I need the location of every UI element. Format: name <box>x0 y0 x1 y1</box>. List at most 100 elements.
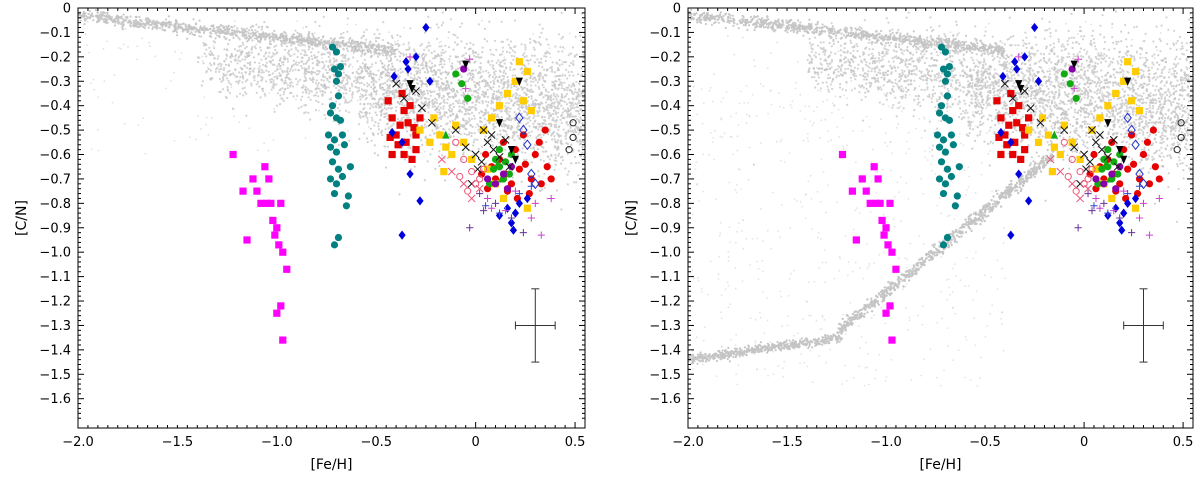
model-point <box>354 50 356 52</box>
model-point <box>559 100 561 102</box>
model-point <box>442 52 444 54</box>
data-point <box>331 190 338 197</box>
model-point <box>482 47 484 49</box>
model-point <box>326 52 328 54</box>
model-point <box>439 113 441 115</box>
model-point <box>493 83 495 85</box>
model-point <box>441 72 443 74</box>
model-point <box>373 103 375 105</box>
model-point <box>315 100 317 102</box>
data-point <box>457 173 463 179</box>
model-point <box>469 88 471 90</box>
model-point <box>323 80 325 82</box>
model-point <box>440 78 442 80</box>
model-point <box>535 104 537 106</box>
model-point <box>382 21 384 23</box>
model-point <box>487 96 489 98</box>
model-point <box>558 108 560 110</box>
model-point <box>391 107 393 109</box>
model-point <box>497 116 499 118</box>
model-point <box>97 12 99 14</box>
model-point <box>481 100 483 102</box>
model-point <box>303 80 305 82</box>
model-point <box>566 103 568 105</box>
model-point <box>582 89 584 91</box>
model-point <box>381 52 383 54</box>
model-point <box>368 72 370 74</box>
model-point <box>323 64 325 66</box>
model-point <box>88 13 90 15</box>
model-point <box>350 42 352 44</box>
model-point <box>191 29 193 31</box>
model-point <box>568 65 570 67</box>
model-point <box>575 162 577 164</box>
model-point <box>389 55 391 57</box>
model-point <box>257 40 259 42</box>
model-point <box>291 55 293 57</box>
model-point <box>512 176 514 178</box>
model-point <box>371 98 373 100</box>
model-point <box>372 106 374 108</box>
model-point <box>544 116 546 118</box>
model-point <box>371 119 373 121</box>
model-point <box>512 50 514 52</box>
model-point <box>436 85 438 87</box>
model-point <box>296 95 298 97</box>
model-point <box>213 47 215 49</box>
model-point <box>555 121 557 123</box>
model-point <box>530 95 532 97</box>
model-point <box>347 17 349 19</box>
x-tick-label: −0.5 <box>360 435 392 450</box>
model-point <box>477 56 479 58</box>
model-point <box>133 22 135 24</box>
model-point <box>558 134 560 136</box>
model-point <box>462 92 464 94</box>
model-point <box>541 66 543 68</box>
model-point <box>403 116 405 118</box>
model-point <box>517 108 519 110</box>
model-point <box>276 105 278 107</box>
model-point <box>541 92 543 94</box>
model-point <box>557 95 559 97</box>
model-point <box>210 33 212 35</box>
model-point <box>535 99 537 101</box>
model-point <box>414 61 416 63</box>
model-point <box>574 103 576 105</box>
model-point <box>499 97 501 99</box>
model-point <box>311 73 313 75</box>
model-point <box>432 74 434 76</box>
model-point <box>578 150 580 152</box>
model-point <box>429 90 431 92</box>
model-point <box>385 166 387 168</box>
model-point <box>236 95 238 97</box>
model-point <box>443 99 445 101</box>
model-point <box>487 89 489 91</box>
model-point <box>322 73 324 75</box>
model-point <box>241 81 243 83</box>
model-point <box>316 39 318 41</box>
model-point <box>176 21 178 23</box>
model-point <box>430 27 432 29</box>
model-point <box>570 53 572 55</box>
model-point <box>265 66 267 68</box>
model-point <box>426 62 428 64</box>
model-point <box>543 134 545 136</box>
model-point <box>581 122 583 124</box>
data-point <box>249 175 256 182</box>
model-point <box>449 55 451 57</box>
model-point <box>275 52 277 54</box>
model-point <box>323 94 325 96</box>
model-point <box>493 123 495 125</box>
model-point <box>470 48 472 50</box>
model-point <box>461 55 463 57</box>
model-point <box>514 51 516 53</box>
model-point <box>471 112 473 114</box>
model-point <box>473 81 475 83</box>
model-point <box>521 151 523 153</box>
model-point <box>303 37 305 39</box>
model-point <box>293 41 295 43</box>
model-point <box>263 142 265 144</box>
model-point <box>363 31 365 33</box>
model-point <box>318 62 320 64</box>
model-point <box>254 29 256 31</box>
